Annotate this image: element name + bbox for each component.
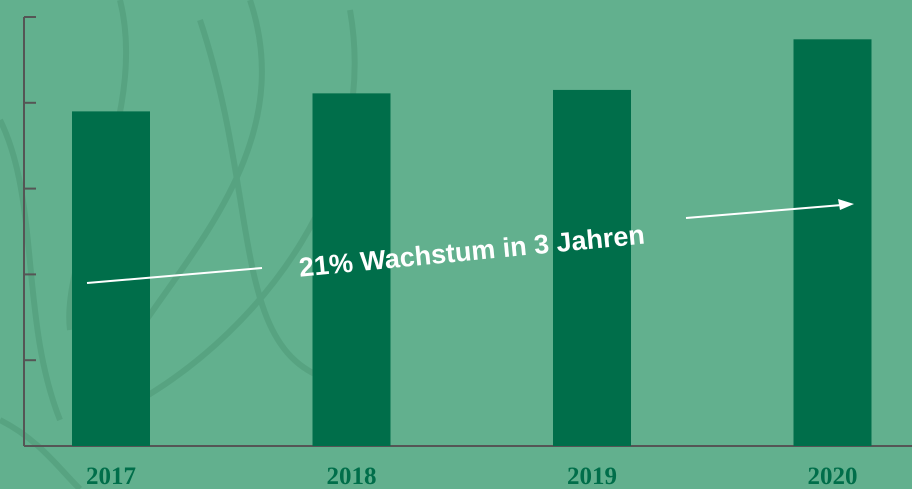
bar bbox=[553, 90, 631, 446]
bar bbox=[794, 39, 872, 446]
x-tick-label: 2017 bbox=[86, 463, 136, 489]
background-decoration bbox=[0, 0, 355, 489]
x-tick-label: 2018 bbox=[327, 463, 377, 489]
chart: 2017201820192020 21% Wachstum in 3 Jahre… bbox=[0, 0, 912, 489]
x-tick-label: 2019 bbox=[567, 463, 617, 489]
x-tick-label: 2020 bbox=[808, 463, 858, 489]
